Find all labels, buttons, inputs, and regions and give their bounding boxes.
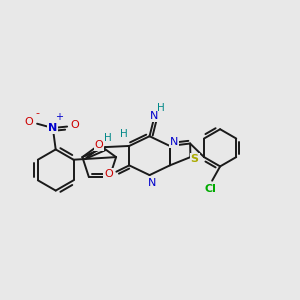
Text: N: N	[48, 123, 58, 133]
Text: H: H	[157, 103, 165, 113]
Text: +: +	[55, 112, 63, 122]
Text: O: O	[104, 169, 113, 179]
Text: Cl: Cl	[205, 184, 217, 194]
Text: S: S	[191, 154, 199, 164]
Text: O: O	[95, 140, 103, 150]
Text: N: N	[148, 178, 156, 188]
Text: -: -	[35, 108, 39, 118]
Text: H: H	[104, 133, 111, 143]
Text: H: H	[120, 129, 128, 139]
Text: N: N	[150, 111, 158, 121]
Text: O: O	[71, 120, 80, 130]
Text: O: O	[25, 117, 34, 127]
Text: N: N	[170, 137, 178, 147]
